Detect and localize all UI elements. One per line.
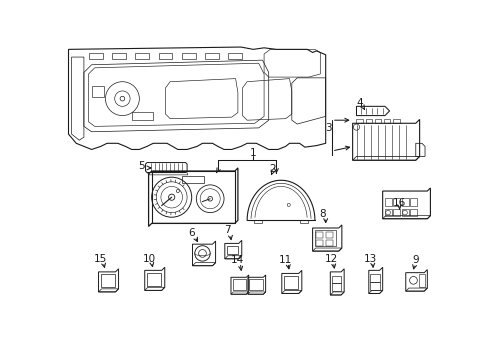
Bar [384,198,391,206]
Bar [409,209,416,216]
Bar [384,209,391,216]
Bar [314,230,336,247]
Bar [409,198,416,206]
Bar [315,239,323,246]
Text: 3: 3 [324,123,331,133]
Text: 13: 13 [363,254,376,264]
Bar [300,220,307,223]
Bar [401,209,408,216]
Text: 8: 8 [319,209,325,219]
Text: 2: 2 [269,164,275,174]
Bar [182,176,203,183]
Bar [369,274,379,282]
Bar [151,171,234,223]
Bar [418,274,424,287]
Text: 6: 6 [188,228,195,238]
Bar [232,279,245,291]
Bar [401,198,408,206]
Bar [325,239,333,246]
Text: 16: 16 [392,198,406,208]
Text: 1: 1 [249,148,256,158]
Bar [101,274,115,287]
Bar [226,246,238,254]
Bar [249,279,262,291]
Text: 14: 14 [231,255,244,265]
Bar [393,198,400,206]
Text: 7: 7 [224,225,231,235]
Bar [315,232,323,238]
Text: 11: 11 [279,255,292,265]
Text: 10: 10 [142,254,156,264]
Bar [331,276,341,283]
Bar [369,282,379,289]
Bar [254,220,261,223]
Text: 15: 15 [94,254,107,264]
Text: 5: 5 [138,161,144,171]
Bar [147,273,161,286]
Text: 4: 4 [356,98,362,108]
Bar [393,209,400,216]
Bar [331,283,341,291]
Bar [284,276,297,289]
Text: 9: 9 [411,255,418,265]
Text: 12: 12 [324,254,337,264]
Bar [325,232,333,238]
